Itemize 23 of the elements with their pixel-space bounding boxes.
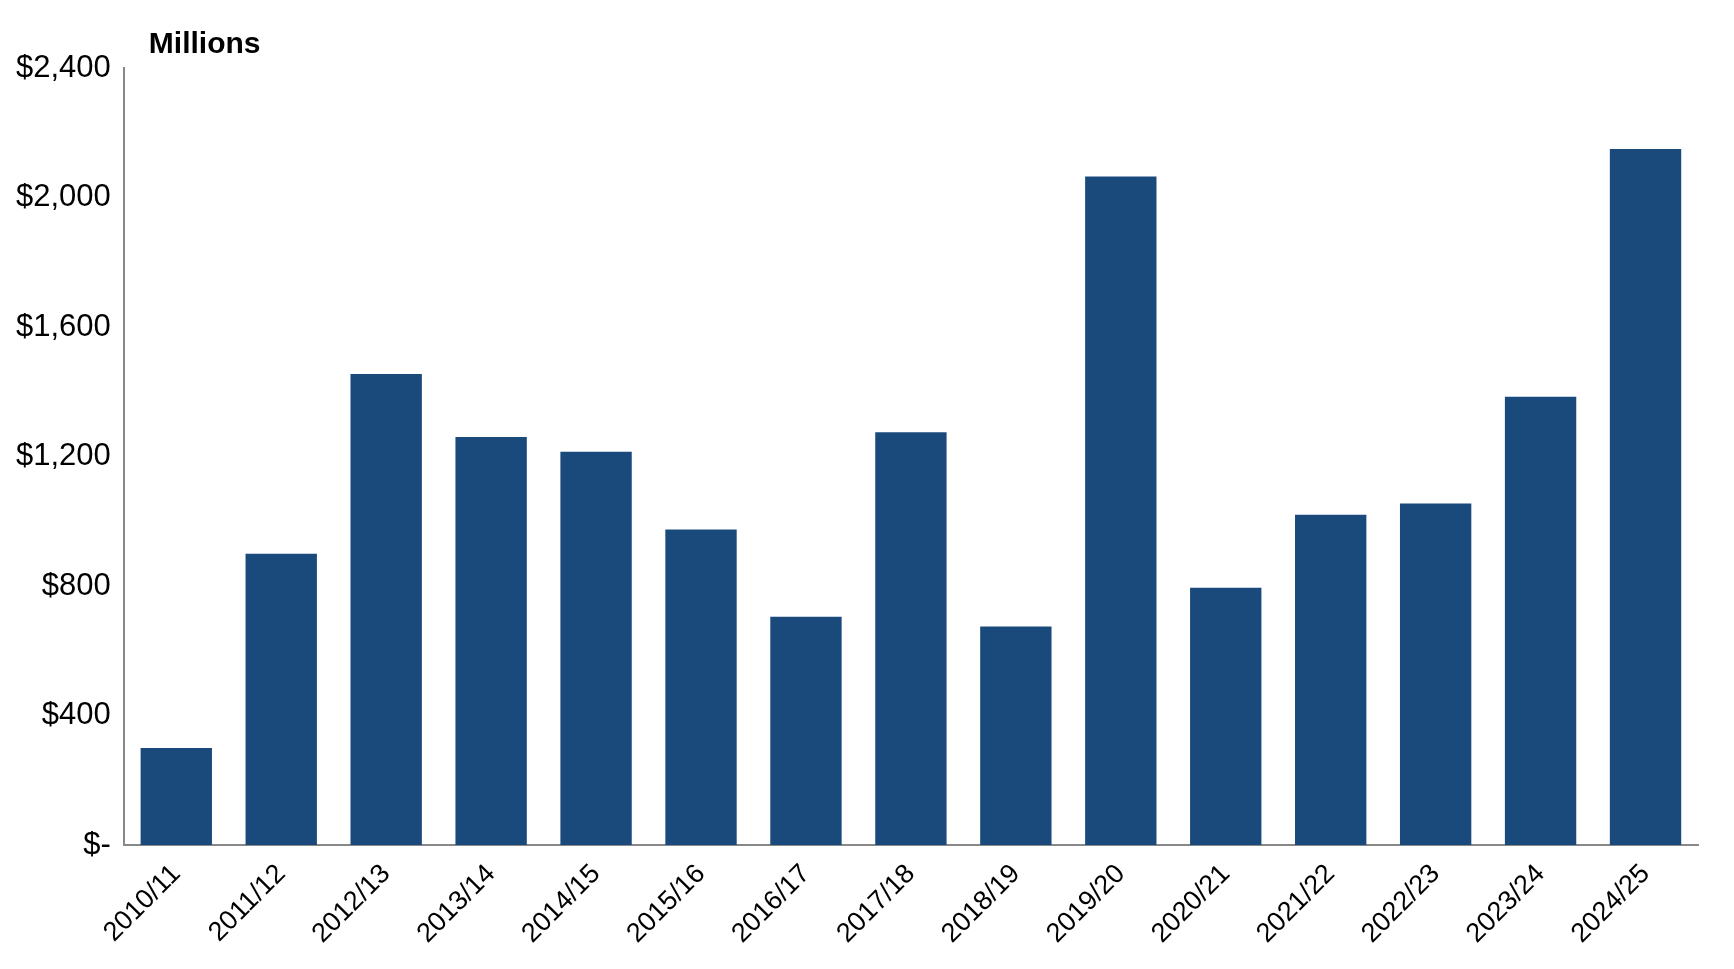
bar <box>665 529 737 846</box>
bar <box>1504 396 1577 846</box>
bar <box>1609 148 1682 846</box>
bar <box>140 747 212 846</box>
bar <box>1190 587 1262 846</box>
bar <box>1399 503 1472 846</box>
bar <box>1295 514 1367 846</box>
y-tick-label: $1,600 <box>15 307 111 343</box>
y-axis-title: Millions <box>148 26 261 60</box>
bar <box>770 616 842 846</box>
y-tick-label: $1,200 <box>15 437 111 473</box>
bar <box>980 626 1052 846</box>
bar <box>245 553 317 846</box>
bar <box>560 451 632 846</box>
y-tick-label: $2,400 <box>15 48 111 84</box>
y-tick-label: $2,000 <box>15 178 111 214</box>
bar <box>1085 176 1157 846</box>
bar <box>875 432 947 846</box>
y-tick-label: $400 <box>41 696 111 732</box>
bar <box>350 373 422 846</box>
bar <box>455 437 527 846</box>
y-tick-label: $- <box>83 825 111 861</box>
y-tick-label: $800 <box>41 566 111 602</box>
